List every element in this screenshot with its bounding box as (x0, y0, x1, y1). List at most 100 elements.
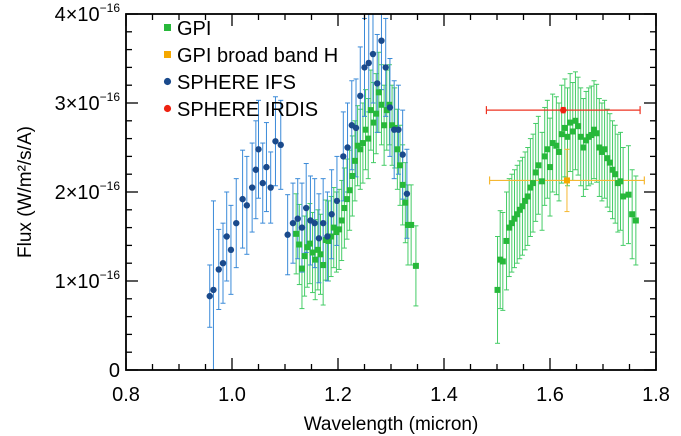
gpi-point (577, 133, 584, 140)
gpi-point (296, 241, 303, 248)
sphere-ifs-point (215, 266, 222, 273)
sphere-ifs-point (267, 184, 274, 191)
gpi-point (370, 119, 377, 126)
y-tick-exponent: −16 (100, 90, 121, 104)
gpi-point (330, 224, 337, 231)
legend: GPI GPI broad band H SPHERE IFS SPHERE IRDI… (163, 18, 338, 121)
sphere-ifs-point (324, 233, 331, 240)
gpi-point (620, 193, 627, 200)
sphere-ifs-point (365, 59, 372, 67)
sphere-ifs-point (284, 231, 291, 238)
sphere-ifs-point (272, 138, 279, 145)
legend-label: GPI broad band H (177, 45, 338, 67)
gpi-point (349, 172, 356, 179)
gpi-point (494, 286, 501, 293)
sphere-ifs-point (378, 37, 385, 44)
gpi-point (394, 146, 401, 153)
gpi-point (381, 122, 388, 129)
gpi-point (328, 233, 335, 240)
gpi-point (541, 153, 548, 160)
sphere-ifs-point (289, 219, 297, 227)
sphere-ifs-point (303, 204, 310, 212)
sphere-ifs-point (395, 126, 402, 133)
gpi-point (301, 253, 308, 260)
gpi-point (596, 144, 603, 151)
gpi-point (359, 140, 366, 147)
gpi-point (561, 124, 568, 131)
gpi-point (354, 142, 361, 149)
gpi-point (524, 193, 531, 200)
gpi-point (590, 126, 597, 133)
x-tick-label: 1.6 (536, 384, 564, 406)
y-tick-label: 4×10−16 (55, 1, 121, 26)
gpi-point (544, 146, 551, 153)
gpi-point (583, 137, 590, 144)
sphere-ifs-point (374, 80, 381, 87)
sphere-ifs-point (340, 153, 347, 160)
y-tick-label: 1×10−16 (55, 268, 121, 293)
y-tick-mantissa: 4×10 (55, 4, 100, 26)
gpi-point (506, 224, 513, 231)
gpi-point (593, 130, 600, 137)
sphere-irdis-point (560, 106, 567, 114)
y-tick-label: 3×10−16 (55, 90, 121, 115)
error-bars-layer (207, 13, 645, 371)
gpi-point (629, 211, 636, 218)
sphere-ifs-point (361, 64, 368, 71)
plot-frame (125, 13, 657, 371)
gpi-point (625, 191, 632, 198)
gpi-point (344, 196, 351, 203)
gpi-point (539, 178, 546, 185)
sphere-ifs-point (311, 219, 318, 227)
data-markers-layer (206, 37, 639, 300)
gpi-point (511, 215, 518, 222)
sphere-ifs-point (294, 215, 301, 222)
sphere-ifs-point (399, 151, 406, 158)
gpi-point (298, 265, 305, 272)
sphere-ifs-point (333, 197, 341, 205)
legend-marker (164, 51, 171, 58)
sphere-ifs-point (298, 224, 306, 231)
gpi-point (535, 162, 542, 169)
gpi-point (564, 133, 571, 140)
x-tick-labels: 0.8 1.0 1.2 1.4 1.6 1.8 (112, 384, 670, 406)
gpi-point (383, 107, 390, 114)
sphere-ifs-point (255, 146, 262, 153)
gpi-point (532, 169, 539, 176)
gpi-point (367, 107, 374, 114)
gpi-point (556, 148, 563, 155)
gpi-point (402, 199, 409, 206)
gpi-point (617, 178, 624, 185)
gpi-point (373, 110, 380, 117)
y-tick-label: 0 (109, 360, 120, 382)
sphere-ifs-point (382, 64, 389, 71)
gpi-point (569, 128, 576, 135)
sphere-ifs-point (252, 166, 260, 173)
gpi-point (558, 131, 565, 138)
sphere-ifs-point (328, 211, 335, 218)
y-tick-exponent: −16 (100, 268, 121, 282)
sphere-ifs-point (344, 144, 351, 151)
sphere-ifs-point (233, 219, 240, 227)
gpi-point (320, 261, 327, 268)
axis-ticks (125, 13, 657, 371)
gpi-point (404, 221, 411, 228)
sphere-ifs-point (319, 219, 327, 227)
gpi-point (378, 101, 385, 108)
y-tick-mantissa: 2×10 (55, 182, 100, 204)
y-tick-labels: 01×10−162×10−163×10−164×10−16 (55, 1, 121, 382)
x-tick-label: 0.8 (112, 384, 140, 406)
y-tick-label: 2×10−16 (55, 179, 121, 204)
gpi-point (341, 205, 348, 212)
x-tick-label: 1.2 (324, 384, 352, 406)
x-axis-title: Wavelength (micron) (304, 414, 479, 435)
gpi-point (604, 155, 611, 162)
gpi-broad-band-h-point (563, 177, 570, 184)
gpi-point (530, 180, 537, 187)
gpi-point (612, 171, 619, 178)
gpi-point (304, 244, 311, 251)
x-tick-label: 1.8 (642, 384, 670, 406)
gpi-point (351, 157, 358, 164)
gpi-point (503, 237, 510, 244)
gpi-point (306, 240, 313, 247)
